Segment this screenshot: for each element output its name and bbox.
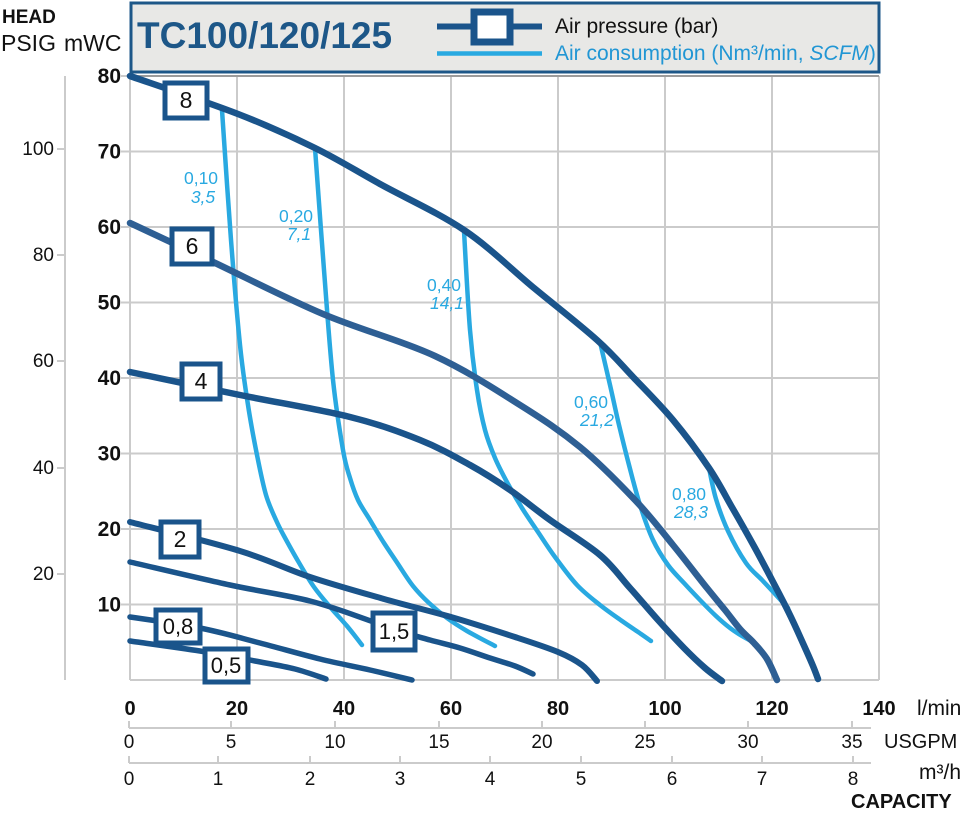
svg-text:120: 120	[755, 698, 788, 720]
svg-text:140: 140	[862, 698, 895, 720]
svg-text:30: 30	[98, 443, 121, 466]
svg-text:4: 4	[485, 769, 496, 790]
svg-text:100: 100	[22, 139, 54, 160]
svg-text:7: 7	[757, 769, 768, 790]
svg-text:70: 70	[98, 141, 121, 164]
svg-text:60: 60	[33, 351, 54, 372]
svg-text:35: 35	[841, 732, 862, 753]
svg-text:m³/h: m³/h	[919, 761, 961, 784]
svg-text:6: 6	[186, 233, 199, 259]
svg-text:80: 80	[547, 698, 569, 720]
svg-text:1,5: 1,5	[379, 619, 410, 644]
svg-text:CAPACITY: CAPACITY	[851, 791, 952, 813]
svg-text:0,10: 0,10	[184, 168, 218, 188]
svg-text:PSIG: PSIG	[1, 30, 56, 56]
svg-text:20: 20	[33, 564, 54, 585]
svg-text:20: 20	[98, 518, 121, 541]
svg-text:80: 80	[33, 245, 54, 266]
svg-text:0,60: 0,60	[574, 392, 608, 412]
svg-text:25: 25	[634, 732, 655, 753]
svg-text:0,8: 0,8	[163, 614, 194, 639]
svg-text:Air consumption (Nm³/min, SCFM: Air consumption (Nm³/min, SCFM)	[555, 42, 876, 65]
svg-text:0: 0	[124, 698, 135, 720]
svg-text:14,1: 14,1	[430, 293, 464, 313]
svg-text:20: 20	[226, 698, 248, 720]
svg-text:7,1: 7,1	[287, 224, 311, 244]
svg-text:30: 30	[737, 732, 758, 753]
svg-text:40: 40	[333, 698, 355, 720]
svg-text:0,40: 0,40	[427, 275, 461, 295]
svg-text:TC100/120/125: TC100/120/125	[137, 15, 392, 56]
svg-text:4: 4	[195, 368, 208, 394]
svg-text:0,80: 0,80	[672, 484, 706, 504]
svg-text:21,2: 21,2	[579, 410, 614, 430]
svg-text:40: 40	[98, 367, 121, 390]
svg-text:0,5: 0,5	[211, 653, 242, 678]
svg-text:60: 60	[440, 698, 462, 720]
svg-text:0: 0	[124, 769, 135, 790]
svg-text:3: 3	[395, 769, 406, 790]
svg-text:USGPM: USGPM	[884, 731, 957, 753]
svg-text:10: 10	[324, 732, 345, 753]
svg-text:50: 50	[98, 292, 121, 315]
svg-text:10: 10	[98, 594, 121, 617]
svg-text:15: 15	[428, 732, 449, 753]
svg-text:3,5: 3,5	[191, 187, 216, 207]
svg-text:60: 60	[98, 216, 121, 239]
svg-text:20: 20	[531, 732, 552, 753]
svg-text:40: 40	[33, 458, 54, 479]
svg-text:6: 6	[667, 769, 678, 790]
svg-text:mWC: mWC	[64, 30, 121, 56]
svg-text:l/min: l/min	[917, 697, 961, 720]
svg-text:28,3: 28,3	[673, 502, 708, 522]
svg-text:Air pressure (bar): Air pressure (bar)	[555, 15, 718, 38]
svg-text:2: 2	[305, 769, 316, 790]
svg-text:2: 2	[174, 526, 187, 552]
svg-text:0,20: 0,20	[279, 206, 313, 226]
svg-text:0: 0	[124, 732, 135, 753]
svg-text:1: 1	[213, 769, 224, 790]
svg-text:5: 5	[576, 769, 587, 790]
svg-text:80: 80	[98, 65, 121, 88]
svg-text:HEAD: HEAD	[2, 7, 56, 28]
svg-text:5: 5	[226, 732, 237, 753]
svg-text:8: 8	[848, 769, 859, 790]
svg-text:100: 100	[648, 698, 681, 720]
svg-text:8: 8	[180, 87, 193, 113]
